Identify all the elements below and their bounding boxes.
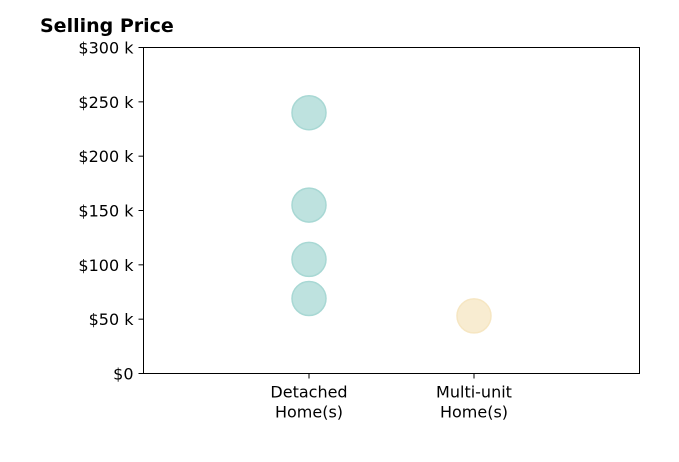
y-tick-label: $200 k	[78, 147, 134, 166]
y-tick-label: $0	[113, 365, 133, 384]
y-axis: $0 $50 k $100 k $150 k $200 k $250 k $300 k	[78, 39, 144, 384]
data-point	[291, 187, 327, 223]
y-tick-label: $100 k	[78, 256, 134, 275]
plot-frame	[143, 47, 640, 374]
data-point	[291, 280, 327, 317]
x-tick-label: Home(s)	[440, 403, 508, 422]
y-tick-label: $150 k	[78, 202, 134, 221]
x-tick-label: Multi-unit	[436, 383, 512, 402]
data-points	[291, 94, 492, 334]
x-tick-label: Home(s)	[275, 403, 343, 422]
x-tick-label: Detached	[270, 383, 347, 402]
y-tick-label: $250 k	[78, 93, 134, 112]
y-tick-label: $300 k	[78, 39, 134, 58]
data-point	[456, 298, 492, 334]
y-tick-label: $50 k	[89, 310, 135, 329]
data-point	[291, 94, 327, 131]
chart-title: Selling Price	[40, 15, 174, 37]
data-point	[291, 241, 327, 278]
